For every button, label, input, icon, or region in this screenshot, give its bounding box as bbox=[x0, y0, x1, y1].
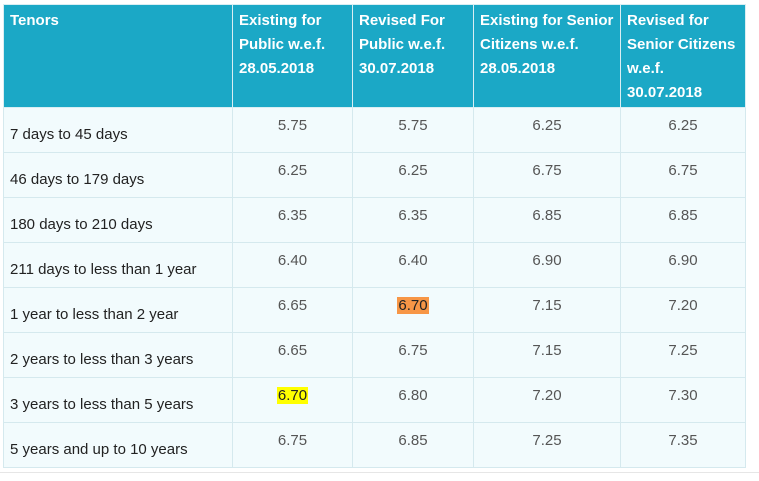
header-existing-senior: Existing for Senior Citizens w.e.f. 28.0… bbox=[473, 4, 621, 108]
tenor-cell: 3 years to less than 5 years bbox=[3, 377, 233, 423]
rate-cell-existing-senior: 6.75 bbox=[473, 152, 621, 198]
tenor-cell: 5 years and up to 10 years bbox=[3, 422, 233, 468]
rate-cell-revised-senior: 6.75 bbox=[620, 152, 746, 198]
rate-cell-existing-senior: 6.25 bbox=[473, 107, 621, 153]
rate-cell-revised-public: 6.25 bbox=[352, 152, 474, 198]
rate-cell-revised-public: 6.80 bbox=[352, 377, 474, 423]
rate-cell-revised-public: 6.40 bbox=[352, 242, 474, 288]
rate-cell-existing-senior: 6.85 bbox=[473, 197, 621, 243]
rate-cell-existing-public: 6.75 bbox=[232, 422, 353, 468]
rate-cell-revised-senior: 7.25 bbox=[620, 332, 746, 378]
rate-cell-revised-public: 6.35 bbox=[352, 197, 474, 243]
table-row: 46 days to 179 days 6.25 6.25 6.75 6.75 bbox=[3, 152, 746, 198]
rate-cell-revised-public: 6.85 bbox=[352, 422, 474, 468]
tenor-cell: 2 years to less than 3 years bbox=[3, 332, 233, 378]
header-row: Tenors Existing for Public w.e.f. 28.05.… bbox=[3, 4, 746, 108]
rate-cell-existing-senior: 7.15 bbox=[473, 287, 621, 333]
tenor-cell: 211 days to less than 1 year bbox=[3, 242, 233, 288]
interest-rate-table: Tenors Existing for Public w.e.f. 28.05.… bbox=[3, 4, 746, 468]
table-header: Tenors Existing for Public w.e.f. 28.05.… bbox=[3, 4, 746, 108]
rate-cell-revised-public: 6.75 bbox=[352, 332, 474, 378]
rate-cell-existing-public: 5.75 bbox=[232, 107, 353, 153]
table-row: 7 days to 45 days 5.75 5.75 6.25 6.25 bbox=[3, 107, 746, 153]
rate-cell-revised-senior: 6.90 bbox=[620, 242, 746, 288]
rate-cell-existing-senior: 6.90 bbox=[473, 242, 621, 288]
table-row: 211 days to less than 1 year 6.40 6.40 6.90… bbox=[3, 242, 746, 288]
table-row: 1 year to less than 2 year 6.65 6.70 7.15 7.… bbox=[3, 287, 746, 333]
rate-cell-existing-senior: 7.15 bbox=[473, 332, 621, 378]
header-revised-senior: Revised for Senior Citizens w.e.f. 30.07… bbox=[620, 4, 746, 108]
table-row: 3 years to less than 5 years 6.70 6.80 7.20… bbox=[3, 377, 746, 423]
header-existing-public: Existing for Public w.e.f. 28.05.2018 bbox=[232, 4, 353, 108]
header-tenors: Tenors bbox=[3, 4, 233, 108]
rate-cell-existing-public: 6.65 bbox=[232, 332, 353, 378]
rate-cell-existing-public: 6.70 bbox=[232, 377, 353, 423]
table-row: 180 days to 210 days 6.35 6.35 6.85 6.85 bbox=[3, 197, 746, 243]
rate-cell-revised-senior: 7.30 bbox=[620, 377, 746, 423]
rate-cell-revised-senior: 6.85 bbox=[620, 197, 746, 243]
rate-cell-existing-public: 6.35 bbox=[232, 197, 353, 243]
rate-cell-revised-public: 5.75 bbox=[352, 107, 474, 153]
tenor-cell: 180 days to 210 days bbox=[3, 197, 233, 243]
rate-cell-revised-senior: 7.20 bbox=[620, 287, 746, 333]
tenor-cell: 7 days to 45 days bbox=[3, 107, 233, 153]
rate-cell-revised-senior: 6.25 bbox=[620, 107, 746, 153]
rate-cell-revised-senior: 7.35 bbox=[620, 422, 746, 468]
rate-cell-existing-public: 6.65 bbox=[232, 287, 353, 333]
highlighted-rate: 6.70 bbox=[276, 387, 309, 404]
table-body: 7 days to 45 days 5.75 5.75 6.25 6.25 46 days… bbox=[3, 107, 746, 468]
table-row: 2 years to less than 3 years 6.65 6.75 7.15… bbox=[3, 332, 746, 378]
divider bbox=[0, 472, 759, 473]
highlighted-rate: 6.70 bbox=[397, 297, 429, 314]
rate-cell-existing-public: 6.25 bbox=[232, 152, 353, 198]
tenor-cell: 46 days to 179 days bbox=[3, 152, 233, 198]
tenor-cell: 1 year to less than 2 year bbox=[3, 287, 233, 333]
rate-cell-revised-public: 6.70 bbox=[352, 287, 474, 333]
rate-cell-existing-senior: 7.20 bbox=[473, 377, 621, 423]
rate-cell-existing-public: 6.40 bbox=[232, 242, 353, 288]
table-row: 5 years and up to 10 years 6.75 6.85 7.25 7.… bbox=[3, 422, 746, 468]
rate-cell-existing-senior: 7.25 bbox=[473, 422, 621, 468]
header-revised-public: Revised For Public w.e.f. 30.07.2018 bbox=[352, 4, 474, 108]
